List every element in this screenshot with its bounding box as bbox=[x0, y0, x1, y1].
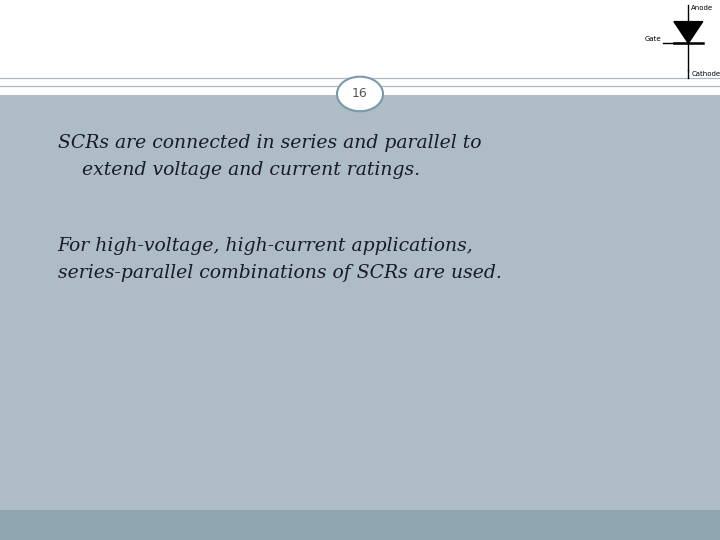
Text: series-parallel combinations of SCRs are used.: series-parallel combinations of SCRs are… bbox=[58, 264, 501, 282]
Text: extend voltage and current ratings.: extend voltage and current ratings. bbox=[58, 161, 420, 179]
Text: Cathode: Cathode bbox=[691, 71, 720, 77]
Text: Anode: Anode bbox=[691, 5, 714, 11]
Circle shape bbox=[337, 77, 383, 111]
Bar bbox=[0, 0, 720, 94]
Bar bbox=[0, 510, 720, 540]
Polygon shape bbox=[674, 22, 703, 43]
Text: Gate: Gate bbox=[644, 36, 661, 42]
Text: For high-voltage, high-current applications,: For high-voltage, high-current applicati… bbox=[58, 237, 473, 255]
Bar bbox=[0, 94, 720, 510]
Text: 16: 16 bbox=[352, 87, 368, 100]
Text: SCRs are connected in series and parallel to: SCRs are connected in series and paralle… bbox=[58, 134, 481, 152]
